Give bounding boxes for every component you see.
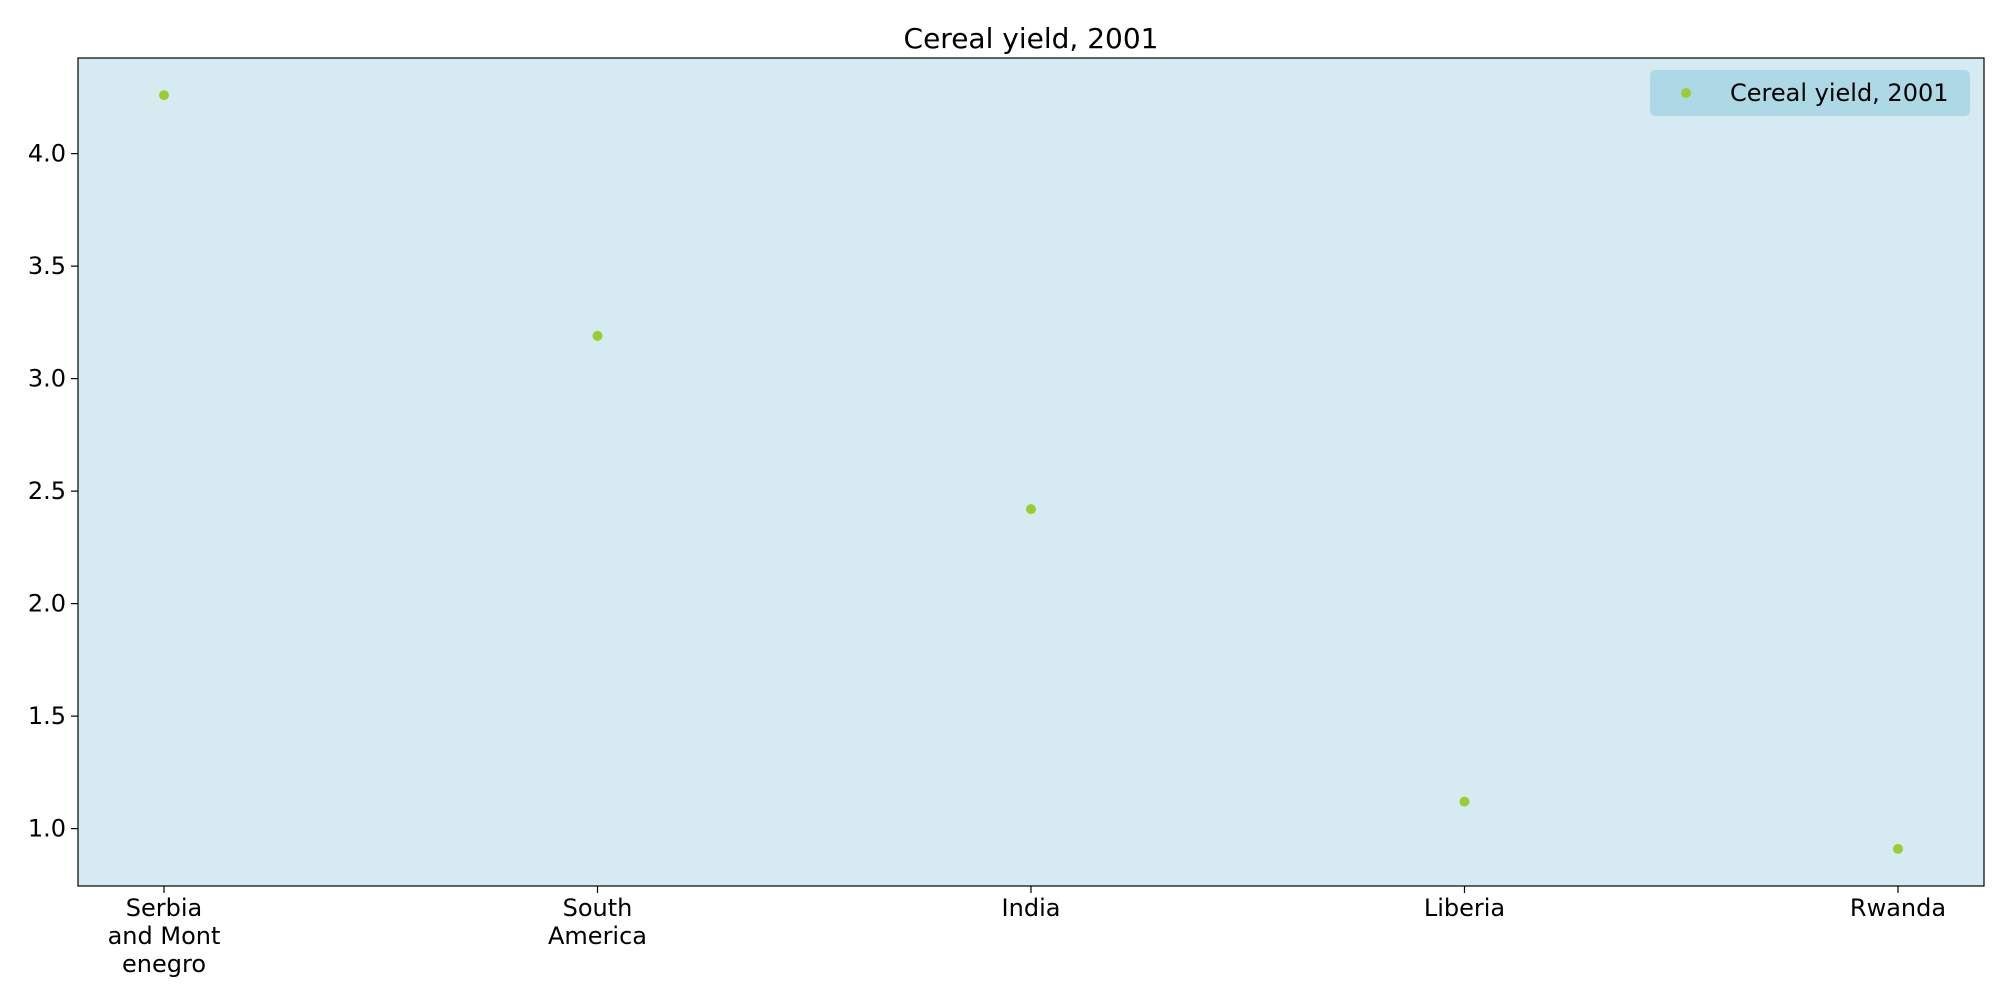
data-point [1459, 796, 1470, 807]
x-tick-label: India [1002, 894, 1061, 922]
y-tick-label: 3.0 [28, 365, 66, 393]
chart-title: Cereal yield, 2001 [904, 22, 1159, 55]
x-tick-label-line: Liberia [1424, 894, 1505, 922]
legend-box [1650, 70, 1970, 116]
legend: Cereal yield, 2001 [1650, 70, 1970, 116]
plot-area [77, 57, 1985, 887]
data-point [159, 90, 169, 101]
data-point [1893, 843, 1903, 854]
y-tick-label: 2.5 [28, 477, 66, 505]
y-tick-label: 1.5 [28, 702, 66, 730]
y-tick-label: 3.5 [28, 252, 66, 280]
x-tick-label: Liberia [1424, 894, 1505, 922]
x-tick-label: South America [548, 894, 647, 950]
legend-label: Cereal yield, 2001 [1730, 79, 1949, 107]
x-tick-label-line: Rwanda [1850, 894, 1946, 922]
x-tick-label-line: Serbia [126, 894, 202, 922]
legend-marker [1681, 88, 1691, 98]
y-axis: 1.0 1.5 2.0 2.5 3.0 3.5 4.0 [28, 140, 78, 843]
x-tick-label: Rwanda [1850, 894, 1946, 922]
x-tick-label-line: South [563, 894, 633, 922]
x-axis: Serbia and Mont enegro South America India Lib… [108, 886, 1946, 978]
x-tick-label-line: America [548, 922, 647, 950]
x-tick-label: Serbia and Mont enegro [108, 894, 221, 978]
data-point [1026, 504, 1036, 515]
y-tick-label: 1.0 [28, 815, 66, 843]
y-tick-label: 4.0 [28, 140, 66, 168]
x-tick-label-line: India [1002, 894, 1061, 922]
data-point [592, 330, 603, 341]
x-tick-label-line: enegro [122, 950, 206, 978]
x-tick-label-line: and Mont [108, 922, 221, 950]
y-tick-label: 2.0 [28, 590, 66, 618]
data-points [159, 90, 1903, 854]
